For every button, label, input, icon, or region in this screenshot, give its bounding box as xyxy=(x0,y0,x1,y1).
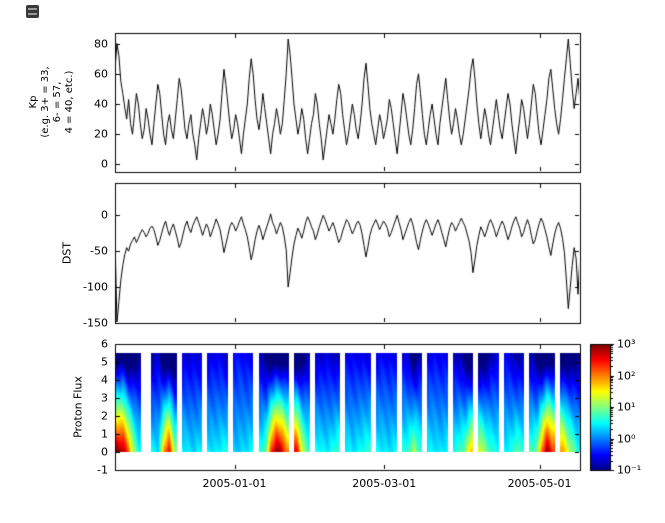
x-tick-label: 2005-03-01 xyxy=(352,477,417,490)
kp-y-tick-label: 80 xyxy=(94,37,108,51)
proton_flux-y-tick-label: 5 xyxy=(101,355,108,369)
dst-y-axis-label: DST xyxy=(60,241,74,265)
app-icon-bar xyxy=(28,8,37,10)
proton_flux-y-tick-label: 3 xyxy=(101,391,108,405)
proton_flux-y-tick-label: 0 xyxy=(101,445,108,459)
colorbar-tick-label: 10⁰ xyxy=(617,432,636,445)
colorbar-tick-label: 10² xyxy=(617,369,636,382)
kp-y-axis-label-line: 4 = 40, etc.) xyxy=(64,70,75,134)
kp-y-tick-label: 20 xyxy=(94,127,108,141)
proton_flux-y-tick-label: 4 xyxy=(101,373,108,387)
proton_flux-y-tick-label: -1 xyxy=(97,463,108,477)
x-tick-label: 2005-01-01 xyxy=(202,477,267,490)
app-grid-icon xyxy=(26,5,39,18)
proton-flux-y-axis-label: Proton Flux xyxy=(71,376,85,438)
kp-y-tick-label: 0 xyxy=(101,157,108,171)
dst-y-tick-label: -50 xyxy=(90,244,108,258)
proton_flux-y-tick-label: 6 xyxy=(101,337,108,351)
kp-y-tick-label: 40 xyxy=(94,97,108,111)
colorbar-tick-label: 10¹ xyxy=(617,400,636,414)
kp-y-axis-label-line: 6- = 57, xyxy=(52,81,63,123)
proton_flux-y-tick-label: 2 xyxy=(101,409,108,423)
app-icon-bar xyxy=(28,13,37,15)
dst-y-tick-label: -100 xyxy=(83,280,108,294)
proton_flux-y-tick-label: 1 xyxy=(101,427,108,441)
colorbar-tick-label: 10³ xyxy=(617,337,636,351)
kp-y-axis-label-line: (e.g. 3+ = 33, xyxy=(40,66,51,138)
kp-y-axis-label: Kp (e.g. 3+ = 33, 6- = 57, 4 = 40, etc.) xyxy=(28,66,76,137)
dst-y-tick-label: -150 xyxy=(83,316,108,330)
kp-y-axis-label-line: Kp xyxy=(28,95,39,109)
x-tick-label: 2005-05-01 xyxy=(507,477,572,490)
kp-y-tick-label: 60 xyxy=(94,67,108,81)
colorbar-tick-label: 10⁻¹ xyxy=(617,463,642,477)
dst-y-tick-label: 0 xyxy=(101,208,108,222)
